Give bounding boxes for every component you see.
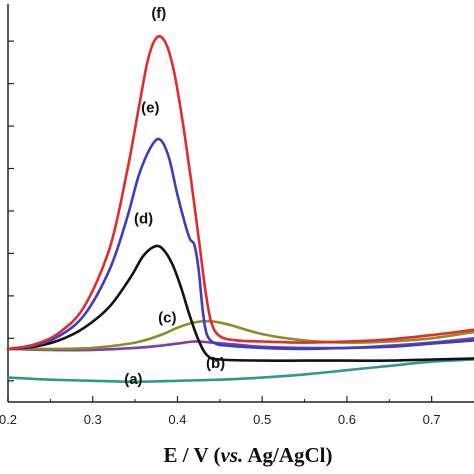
x-tick-label-4: 0.6 xyxy=(338,412,356,427)
series-label-c: (c) xyxy=(158,309,176,326)
x-tick-label-3: 0.5 xyxy=(253,412,271,427)
x-tick-label-2: 0.4 xyxy=(168,412,186,427)
series-line-d xyxy=(6,244,474,362)
x-tick-label-5: 0.7 xyxy=(423,412,441,427)
curves xyxy=(6,34,474,384)
x-tick-label-0: 0.2 xyxy=(0,412,17,427)
x-axis-label-part-1: E / V ( xyxy=(164,443,221,467)
x-axis-label-part-2: Ag/AgCl) xyxy=(243,443,332,467)
x-axis-label: E / V (vs. Ag/AgCl) xyxy=(164,443,333,467)
x-tick-label-1: 0.3 xyxy=(84,412,102,427)
series-label-d: (d) xyxy=(134,211,153,228)
curve-labels: (a) (b) (c) (d) (e) (f) xyxy=(124,5,225,388)
series-label-b: (b) xyxy=(206,355,225,372)
x-axis-label-italic: vs. xyxy=(221,443,244,467)
series-label-f: (f) xyxy=(151,5,166,22)
series-label-a: (a) xyxy=(124,371,142,388)
series-line-a xyxy=(6,358,474,384)
series-label-e: (e) xyxy=(141,99,159,116)
series-line-f xyxy=(6,34,474,351)
series-line-e xyxy=(6,137,474,351)
axes: 0.2 0.3 0.4 0.5 0.6 0.7 xyxy=(0,4,474,427)
